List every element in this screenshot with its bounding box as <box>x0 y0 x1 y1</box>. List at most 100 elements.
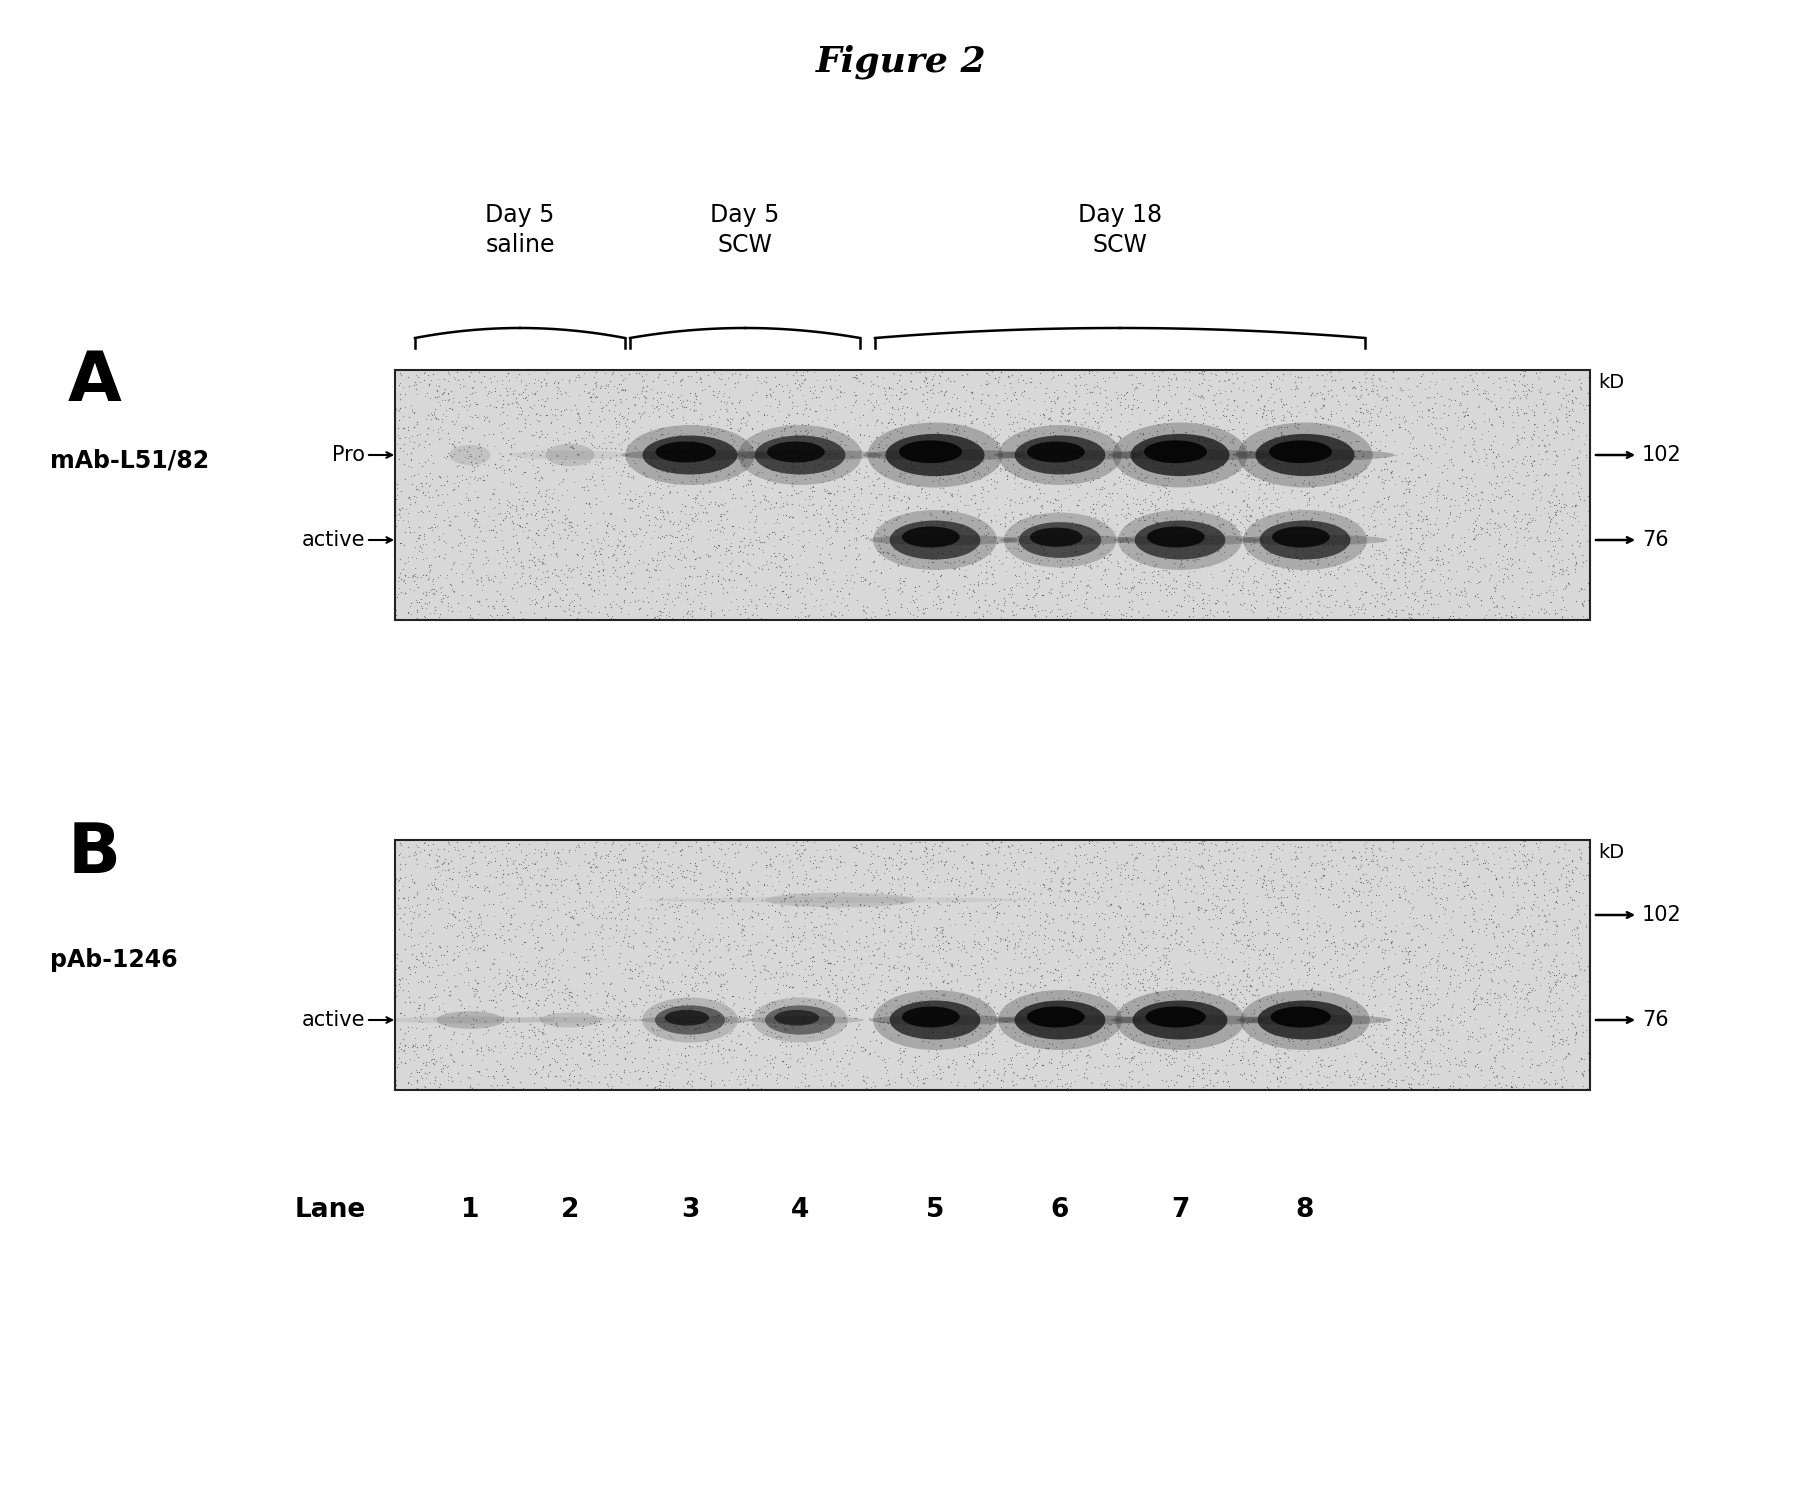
Point <box>1497 605 1526 629</box>
Point <box>1375 605 1404 629</box>
Point <box>1474 409 1503 433</box>
Point <box>1049 871 1078 895</box>
Point <box>1440 400 1469 424</box>
Point <box>1346 539 1375 563</box>
Point <box>1497 992 1526 1016</box>
Point <box>1088 563 1117 587</box>
Point <box>1575 1002 1604 1026</box>
Point <box>1004 929 1033 953</box>
Point <box>1141 838 1169 862</box>
Point <box>398 1014 427 1038</box>
Point <box>528 937 557 961</box>
Point <box>1233 964 1261 988</box>
Point <box>1328 889 1357 913</box>
Point <box>926 587 955 611</box>
Point <box>652 971 681 995</box>
Point <box>728 447 757 471</box>
Point <box>1227 982 1256 1005</box>
Point <box>533 1029 562 1053</box>
Point <box>1123 487 1151 511</box>
Point <box>831 1013 860 1037</box>
Point <box>955 572 984 596</box>
Point <box>1346 420 1375 444</box>
Point <box>1478 472 1506 496</box>
Point <box>964 574 993 598</box>
Point <box>1006 941 1034 965</box>
Point <box>842 526 870 550</box>
Point <box>656 950 685 974</box>
Point <box>1236 441 1265 465</box>
Point <box>1227 520 1256 544</box>
Point <box>605 400 634 424</box>
Point <box>470 938 499 962</box>
Point <box>1463 843 1492 867</box>
Point <box>719 985 748 1008</box>
Point <box>539 577 568 601</box>
Point <box>1061 926 1090 950</box>
Point <box>932 867 960 890</box>
Point <box>1436 859 1465 883</box>
Point <box>1144 875 1173 899</box>
Point <box>724 535 753 559</box>
Point <box>496 926 524 950</box>
Point <box>982 454 1011 478</box>
Point <box>1562 916 1591 940</box>
Point <box>933 502 962 526</box>
Point <box>1047 904 1076 928</box>
Point <box>910 527 939 551</box>
Point <box>1424 904 1452 928</box>
Point <box>1096 604 1124 627</box>
Point <box>512 855 541 878</box>
Point <box>1384 560 1413 584</box>
Point <box>1370 584 1398 608</box>
Point <box>784 529 813 553</box>
Point <box>760 1014 789 1038</box>
Point <box>719 994 748 1017</box>
Point <box>1454 412 1483 436</box>
Point <box>1470 907 1499 931</box>
Point <box>614 433 643 457</box>
Point <box>766 526 795 550</box>
Point <box>1420 992 1449 1016</box>
Point <box>1013 870 1042 893</box>
Point <box>1407 509 1436 533</box>
Point <box>856 952 885 976</box>
Point <box>1508 886 1537 910</box>
Point <box>1429 533 1458 557</box>
Point <box>751 853 780 877</box>
Point <box>582 492 611 515</box>
Point <box>1096 955 1124 979</box>
Point <box>384 878 413 902</box>
Point <box>512 847 541 871</box>
Point <box>1157 1052 1186 1076</box>
Point <box>1234 1028 1263 1052</box>
Point <box>1352 847 1380 871</box>
Point <box>813 405 842 429</box>
Point <box>1213 967 1242 991</box>
Point <box>1357 430 1386 454</box>
Point <box>625 548 654 572</box>
Point <box>1083 393 1112 417</box>
Point <box>1222 477 1251 500</box>
Point <box>633 586 661 610</box>
Point <box>1375 871 1404 895</box>
Point <box>1474 366 1503 390</box>
Point <box>1004 524 1033 548</box>
Point <box>1488 569 1517 593</box>
Point <box>1485 602 1514 626</box>
Point <box>840 996 869 1020</box>
Point <box>1267 486 1296 509</box>
Point <box>836 1038 865 1062</box>
Point <box>1492 985 1521 1008</box>
Point <box>1424 535 1452 559</box>
Point <box>926 563 955 587</box>
Point <box>1497 605 1526 629</box>
Point <box>1436 495 1465 518</box>
Point <box>1114 542 1142 566</box>
Point <box>1216 363 1245 387</box>
Point <box>757 1019 786 1043</box>
Point <box>1063 910 1092 934</box>
Point <box>1245 867 1274 890</box>
Point <box>1308 363 1337 387</box>
Point <box>1197 1071 1225 1095</box>
